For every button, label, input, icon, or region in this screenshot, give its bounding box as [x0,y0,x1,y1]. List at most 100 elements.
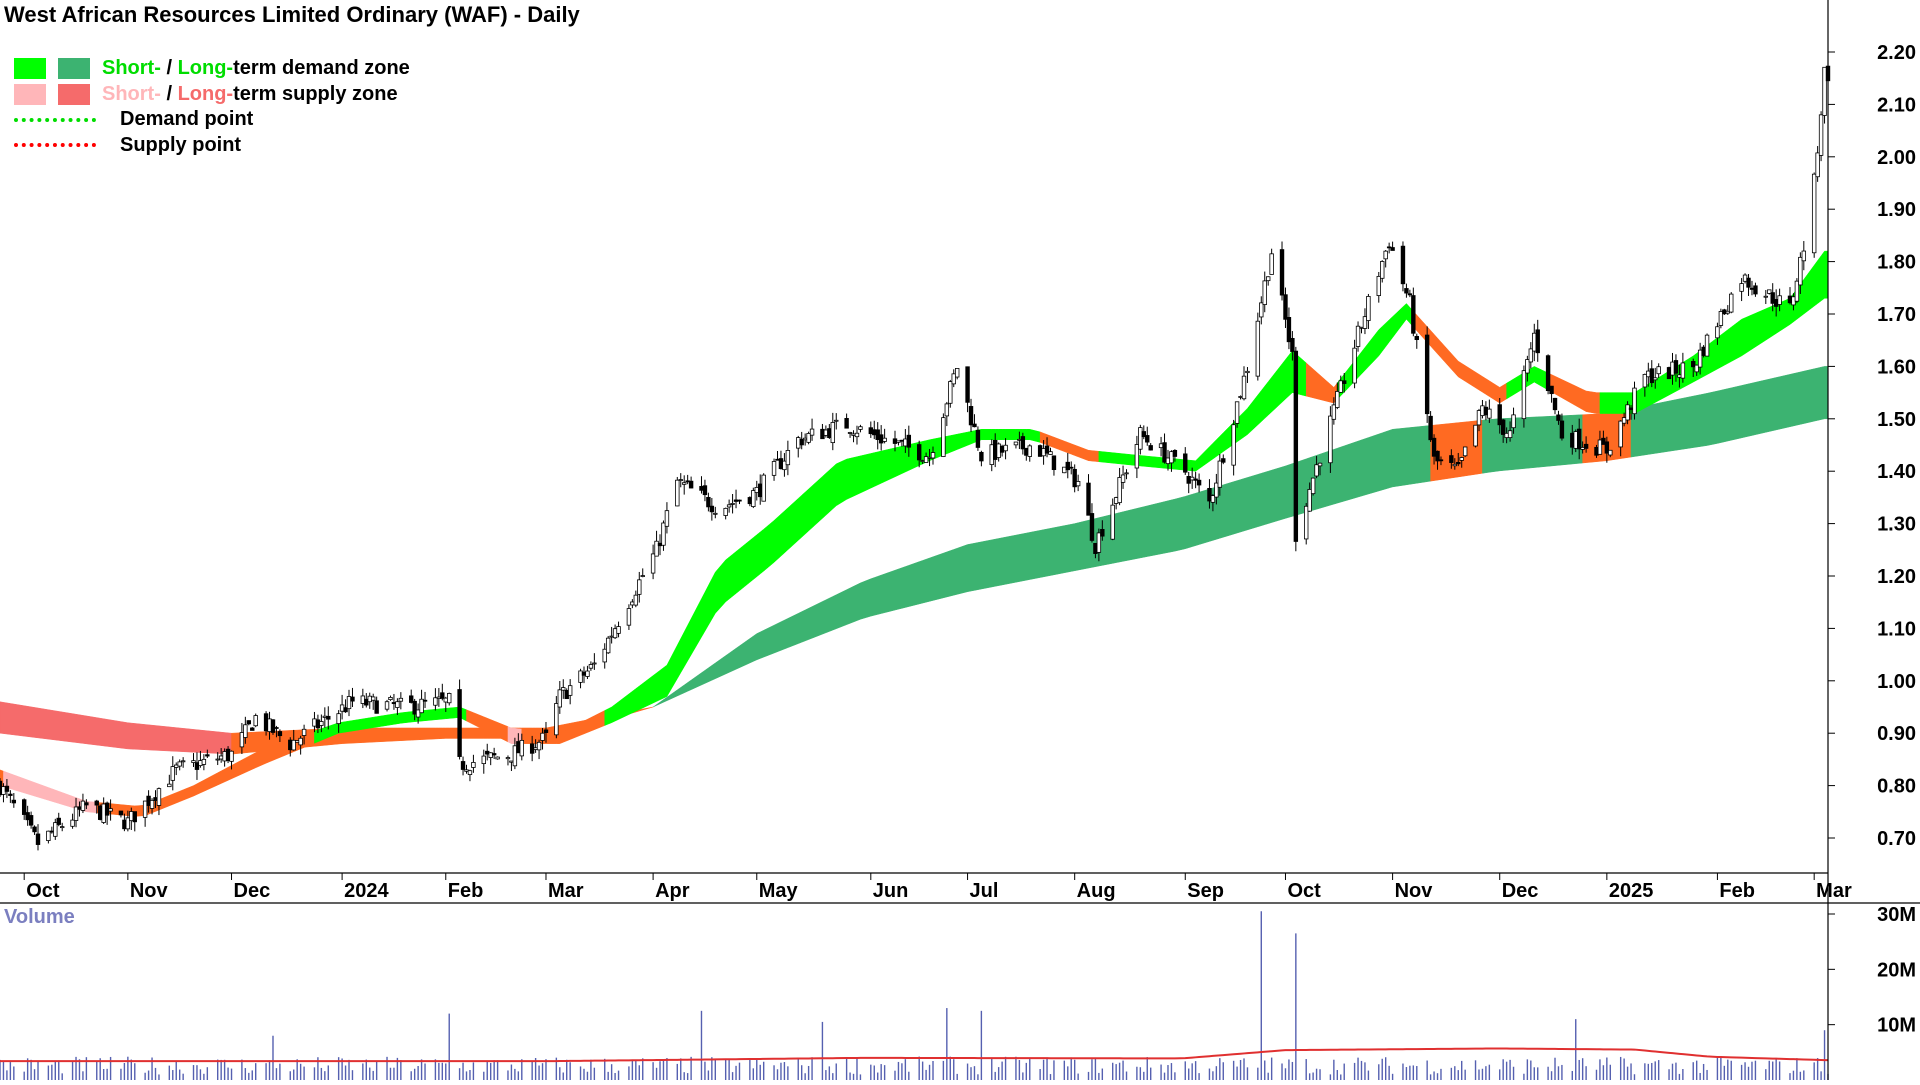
candle-body [1411,295,1416,334]
candle-body [250,727,255,731]
candle-body [923,456,929,463]
candle-body [1618,420,1623,448]
candle-body [73,806,79,821]
candle-body [578,670,583,683]
candle-body [948,381,953,404]
candle-body [191,760,196,763]
candle-body [706,496,711,508]
candle-body [11,799,17,804]
candle-body [1753,285,1758,295]
candle-body [1072,468,1077,488]
candle-body [605,637,611,654]
time-tick-label: Dec [1502,880,1539,902]
candle-body [567,685,573,696]
candle-body [654,540,659,557]
candle-body [1013,441,1019,446]
candle-body [1604,441,1610,454]
candle-body [1044,445,1050,454]
swatch-long-demand [58,58,90,80]
time-tick-label: Jul [970,880,999,902]
candle-body [1110,504,1115,540]
candle-body [1767,289,1772,294]
time-tick-label: Nov [130,880,169,902]
candle-body [723,507,728,516]
candle-body [84,802,89,806]
candle-body [229,750,234,762]
candle-body [1597,439,1603,455]
price-tick-label: 1.50 [1877,409,1916,431]
candle-body [1452,463,1457,467]
candle-body [1521,370,1527,420]
candle-body [270,719,276,733]
candle-body [215,758,220,761]
candle-body [664,510,670,527]
time-tick-label: Jun [873,880,909,902]
candle-body [633,594,639,606]
candle-body [1656,366,1661,375]
candle-body [737,499,742,502]
candle-body [277,731,283,737]
price-tick-label: 1.70 [1877,304,1916,326]
price-tick-label: 2.20 [1877,42,1916,64]
price-tick-label: 0.90 [1877,723,1916,745]
candle-body [142,800,148,818]
candle-body [1096,532,1102,553]
legend-supply-rest: term supply zone [233,82,398,105]
candle-body [882,437,887,442]
candle-body [1559,420,1565,439]
price-tick-label: 2.00 [1877,147,1916,169]
supply-point-line-icon [14,143,96,148]
candle-body [1811,173,1817,254]
candle-body [1777,295,1782,305]
candle-body [1414,335,1419,340]
candle-body [1027,445,1032,457]
legend-sep: / [160,82,178,105]
candle-body [1162,442,1167,463]
candle-body [1293,350,1299,542]
candle-body [1193,478,1198,481]
candle-body [1003,444,1008,452]
candle-body [1366,296,1371,321]
short-zone-segment-10 [1305,362,1338,404]
candle-body [540,732,545,741]
candle-body [1404,288,1409,294]
candle-body [291,739,296,751]
zones-layer [0,250,1829,817]
legend-long-supply-label: Long- [177,82,234,105]
candle-body [415,709,421,718]
candle-body [395,701,400,708]
candle-body [702,485,708,496]
candle-body [180,760,186,763]
candle-body [156,788,162,806]
legend-demand-point: Demand point [14,107,410,133]
swatch-long-supply [58,83,90,105]
candle-body [709,505,715,513]
candle-body [941,417,946,457]
time-tick-label: Aug [1077,880,1116,902]
candle-body [53,822,58,837]
candle-body [951,373,956,385]
candle-body [626,608,632,626]
candle-body [28,815,34,826]
candle-body [1328,415,1333,464]
candle-body [1265,276,1271,282]
candle-body [1729,293,1734,313]
candle-body [239,732,245,748]
candle-body [1739,283,1744,292]
candle-body [561,687,566,691]
candle-body [350,696,355,702]
candle-body [1511,414,1516,429]
candle-body [1507,430,1513,439]
candle-body [246,720,252,725]
candle-body [205,754,210,757]
candle-body [688,480,694,489]
candle-body [412,700,417,715]
candle-body [1428,415,1433,441]
time-tick-label: Nov [1395,880,1434,902]
candle-body [588,664,594,669]
candle-body [713,512,718,515]
candle-body [1362,316,1368,329]
candle-body [4,785,10,792]
time-tick-label: Oct [1287,880,1321,902]
